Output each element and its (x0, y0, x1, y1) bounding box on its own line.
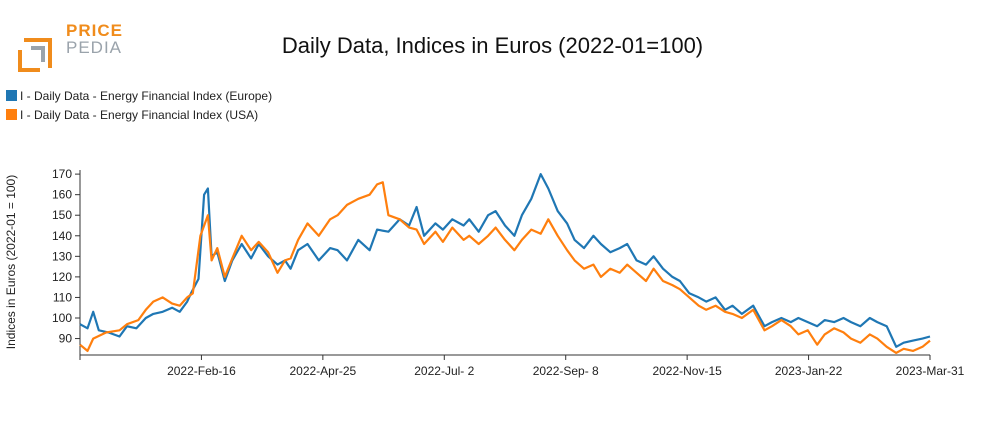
y-tick-label: 90 (59, 332, 73, 346)
y-tick-label: 140 (52, 229, 72, 243)
y-tick-label: 170 (52, 167, 72, 181)
x-tick-label: 2022-Feb-16 (167, 364, 236, 378)
y-axis-label: Indices in Euros (2022-01 = 100) (4, 175, 18, 349)
logo-word-pedia: PEDIA (66, 38, 123, 57)
series-lines (79, 173, 931, 354)
legend-swatch-usa (6, 109, 17, 120)
legend-item-europe[interactable]: I - Daily Data - Energy Financial Index … (6, 86, 272, 105)
legend-label-usa: I - Daily Data - Energy Financial Index … (20, 107, 259, 122)
x-tick-label: 2022-Nov-15 (652, 364, 722, 378)
x-tick-label: 2022-Apr-25 (289, 364, 356, 378)
chart-title: Daily Data, Indices in Euros (2022-01=10… (281, 33, 704, 58)
series-line-usa (79, 181, 931, 354)
x-tick-label: 2023-Mar-31 (896, 364, 965, 378)
x-tick-label: 2022-Jul- 2 (414, 364, 474, 378)
x-axis-ticks: 2022-Feb-16 2022-Apr-25 2022-Jul- 2 2022-Se… (79, 355, 965, 378)
logo-text: PRICE PEDIA (66, 22, 123, 56)
y-tick-label: 130 (52, 249, 72, 263)
y-tick-label: 120 (52, 270, 72, 284)
y-tick-label: 160 (52, 188, 72, 202)
logo-word-price: PRICE (66, 21, 123, 40)
logo-mark-icon (18, 38, 52, 72)
x-tick-label: 2023-Jan-22 (775, 364, 843, 378)
chart-legend: I - Daily Data - Energy Financial Index … (6, 86, 272, 124)
legend-item-usa[interactable]: I - Daily Data - Energy Financial Index … (6, 105, 272, 124)
x-tick-label: 2022-Sep- 8 (533, 364, 599, 378)
y-tick-label: 150 (52, 208, 72, 222)
series-line-europe (79, 173, 931, 348)
legend-swatch-europe (6, 90, 17, 101)
legend-label-europe: I - Daily Data - Energy Financial Index … (20, 88, 273, 103)
y-tick-label: 110 (53, 290, 72, 304)
pricepedia-logo: PRICE PEDIA (18, 22, 128, 74)
y-tick-label: 100 (52, 311, 72, 325)
y-axis-ticks: 90 100 110 120 130 140 150 160 170 (52, 167, 80, 346)
